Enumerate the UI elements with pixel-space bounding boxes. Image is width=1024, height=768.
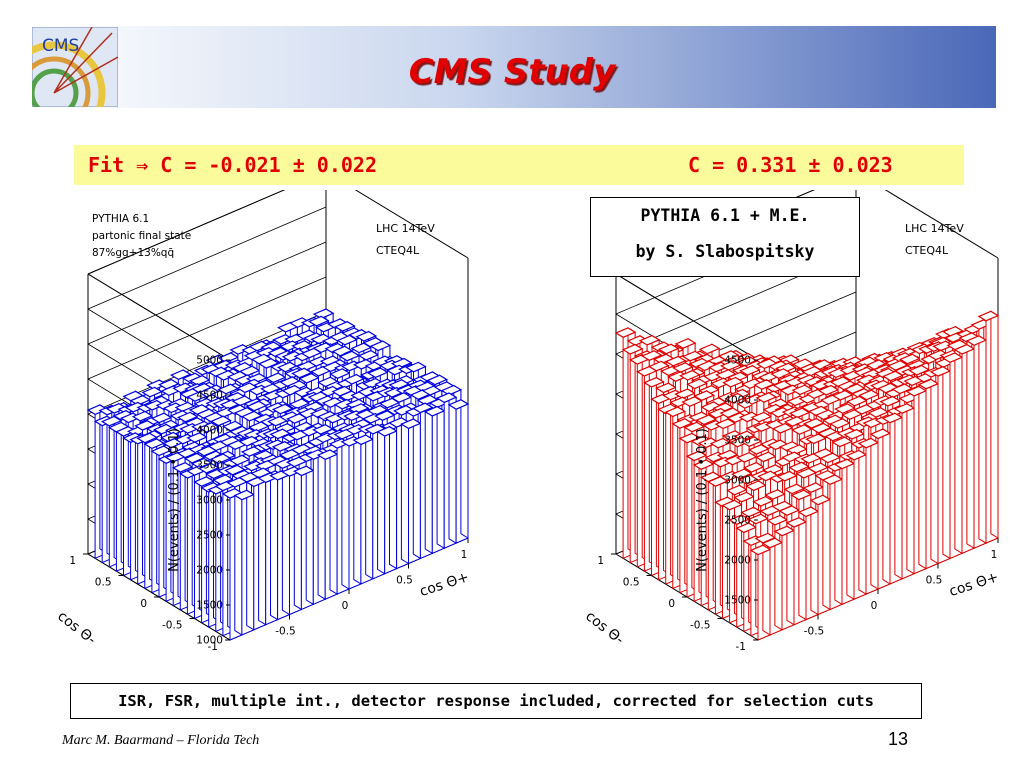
lego-bar (423, 405, 446, 555)
me-label-box: PYTHIA 6.1 + M.E. by S. Slabospitsky (590, 197, 860, 277)
x-tick-label: -0.5 (804, 626, 825, 638)
fit-result-right: C = 0.331 ± 0.023 (688, 153, 893, 177)
y-tick-label: 1 (69, 555, 76, 567)
lego-bar (773, 525, 796, 631)
svg-text:CMS: CMS (42, 36, 79, 56)
lego-bar (376, 425, 398, 575)
info-text: CTEQ4L (376, 244, 420, 257)
x-axis-label: cos Θ+ (418, 569, 471, 600)
y-axis-label: cos Θ- (582, 608, 627, 648)
lego-bar (977, 310, 1000, 544)
lego-bar (447, 398, 470, 544)
z-tick-label: 5000 (196, 355, 223, 367)
lego-bar (435, 392, 458, 549)
z-axis: 1000 1500 2000 2500 3000 3500 4000 4500 5000 N(ev… (167, 355, 230, 647)
lego-bar (845, 449, 868, 600)
lego-bar (797, 506, 820, 621)
lego-bar (411, 402, 434, 560)
title-band (26, 26, 996, 108)
x-tick-label: 0 (342, 600, 349, 612)
z-tick-label: 4000 (196, 425, 223, 437)
plots-area: 100015002000250030003500400045005000N(ev… (54, 190, 1001, 653)
x-tick-label: 0.5 (396, 575, 413, 587)
lego-bar (352, 434, 375, 585)
fit-results-bar (74, 145, 964, 185)
annotation-text: 87%gg+13%qq̄ (92, 247, 174, 259)
lego-bar (364, 423, 387, 580)
y-tick-label: 0 (668, 598, 675, 610)
x-axis-label: cos Θ+ (947, 569, 1000, 600)
y-tick-label: -1 (208, 641, 218, 653)
lego-bar (965, 334, 988, 549)
y-tick-label: -0.5 (162, 620, 183, 632)
z-tick-label: 1500 (724, 595, 751, 607)
y-tick-label: 0.5 (623, 577, 640, 589)
fit-result-left: Fit ⇒ C = -0.021 ± 0.022 (88, 153, 377, 177)
z-tick-label: 3000 (196, 495, 223, 507)
z-tick-label: 1500 (196, 600, 223, 612)
z-tick-label: 4000 (724, 395, 751, 407)
z-axis-label: N(events) / (0.1 • 0.1) (695, 428, 710, 572)
x-tick-label: 0 (871, 600, 878, 612)
z-tick-label: 3500 (724, 435, 751, 447)
lego-bar (905, 385, 928, 575)
z-axis-label: N(events) / (0.1 • 0.1) (167, 428, 182, 572)
info-text: CTEQ4L (905, 244, 949, 257)
x-tick-label: 1 (991, 549, 998, 561)
z-tick-label: 2000 (724, 555, 751, 567)
lego-bar (761, 537, 784, 636)
page-number: 13 (888, 729, 909, 749)
annotation-text: partonic final state (92, 230, 191, 242)
footer-author: Marc M. Baarmand – Florida Tech (62, 733, 260, 748)
x-tick-label: -0.5 (275, 626, 296, 638)
me-line-2: by S. Slabospitsky (635, 242, 815, 261)
cms-logo-icon: CMS (32, 27, 118, 107)
lego-bar (929, 365, 952, 565)
lego-bar (304, 448, 327, 606)
chart-2: 1500 2000 2500 3000 3500 4000 4500 N(events) / … (582, 190, 1001, 653)
z-tick-label: 2500 (724, 515, 751, 527)
y-tick-label: 0.5 (95, 577, 112, 589)
x-tick-label: 1 (461, 549, 468, 561)
info-text: LHC 14TeV (905, 222, 964, 235)
chart-1: 1000 1500 2000 2500 3000 3500 4000 4500 5000 N(ev… (54, 190, 471, 653)
z-tick-label: 1000 (196, 635, 223, 647)
lego-bar (245, 476, 268, 631)
lego-bar (821, 474, 844, 611)
z-tick-label: 4500 (196, 390, 223, 402)
y-tick-label: -1 (736, 641, 746, 653)
lego-bar (953, 343, 976, 555)
z-tick-label: 3500 (196, 460, 223, 472)
lego-bar (893, 402, 916, 580)
lego-bar (233, 489, 256, 636)
y-tick-label: 0 (140, 598, 147, 610)
y-tick-label: 1 (597, 555, 604, 567)
selection-note: ISR, FSR, multiple int., detector respon… (70, 683, 922, 719)
me-line-1: PYTHIA 6.1 + M.E. (640, 206, 810, 225)
info-text: LHC 14TeV (376, 222, 435, 235)
z-tick-label: 2000 (196, 565, 223, 577)
z-tick-label: 2500 (196, 530, 223, 542)
z-axis: 1500 2000 2500 3000 3500 4000 4500 N(events) / … (695, 355, 758, 607)
lego-bar (833, 458, 856, 606)
x-tick-label: 0.5 (926, 575, 943, 587)
z-tick-label: 4500 (724, 355, 751, 367)
annotations: PYTHIA 6.1 partonic final state 87%gg+13%q… (92, 213, 435, 259)
slide-title: CMS Study (408, 52, 616, 92)
y-axis-label: cos Θ- (54, 608, 99, 648)
lego-bars (86, 308, 470, 641)
annotations: LHC 14TeV CTEQ4L (905, 222, 964, 257)
lego-bars (614, 310, 1000, 641)
z-tick-label: 3000 (724, 475, 751, 487)
y-tick-label: -0.5 (690, 620, 711, 632)
lego-bar (292, 465, 315, 611)
annotation-text: PYTHIA 6.1 (92, 213, 149, 225)
